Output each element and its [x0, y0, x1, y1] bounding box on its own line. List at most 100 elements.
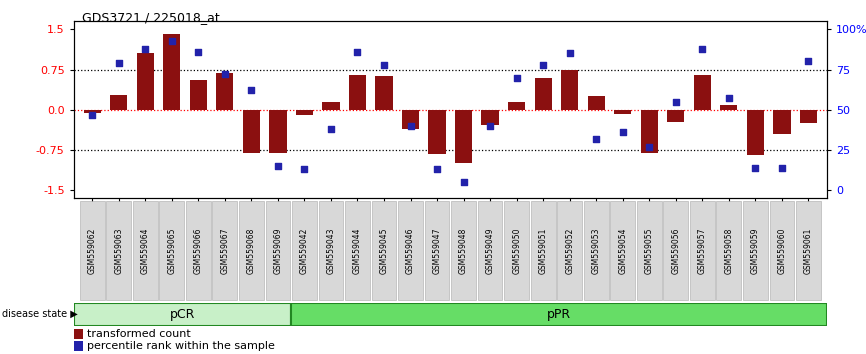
Text: GSM559069: GSM559069: [274, 227, 282, 274]
Bar: [349, 75, 366, 110]
Bar: [614, 110, 631, 114]
Text: GSM559068: GSM559068: [247, 227, 255, 274]
Text: GSM559048: GSM559048: [459, 227, 469, 274]
Text: GSM559065: GSM559065: [167, 227, 177, 274]
Bar: [429, 110, 446, 154]
FancyBboxPatch shape: [637, 201, 662, 299]
FancyBboxPatch shape: [663, 201, 688, 299]
Point: [85, 112, 99, 118]
Bar: [83, 110, 100, 114]
Text: GSM559057: GSM559057: [698, 227, 707, 274]
Point: [536, 62, 550, 68]
Point: [669, 99, 682, 104]
FancyBboxPatch shape: [319, 201, 343, 299]
Text: disease state ▶: disease state ▶: [2, 309, 77, 319]
FancyBboxPatch shape: [690, 201, 714, 299]
Bar: [800, 110, 818, 123]
Bar: [74, 341, 83, 351]
FancyBboxPatch shape: [716, 201, 741, 299]
FancyBboxPatch shape: [531, 201, 556, 299]
Point: [324, 126, 338, 132]
FancyBboxPatch shape: [558, 201, 582, 299]
Bar: [641, 110, 658, 153]
Point: [351, 49, 365, 55]
Point: [139, 46, 152, 51]
Point: [748, 165, 762, 171]
Point: [191, 49, 205, 55]
Point: [695, 46, 709, 51]
Bar: [588, 96, 604, 110]
FancyBboxPatch shape: [478, 201, 502, 299]
Text: GSM559047: GSM559047: [432, 227, 442, 274]
Bar: [74, 329, 83, 338]
FancyBboxPatch shape: [398, 201, 423, 299]
Point: [722, 96, 736, 101]
Point: [165, 38, 178, 44]
Text: GSM559042: GSM559042: [300, 227, 309, 274]
Point: [589, 136, 603, 142]
Text: GSM559060: GSM559060: [778, 227, 786, 274]
Bar: [296, 110, 313, 115]
Text: GSM559064: GSM559064: [141, 227, 150, 274]
FancyBboxPatch shape: [107, 201, 131, 299]
Point: [112, 60, 126, 66]
Bar: [269, 110, 287, 153]
FancyBboxPatch shape: [266, 201, 290, 299]
FancyBboxPatch shape: [372, 201, 397, 299]
Point: [775, 165, 789, 171]
FancyBboxPatch shape: [292, 201, 317, 299]
Bar: [694, 75, 711, 110]
Text: pPR: pPR: [547, 308, 572, 321]
Text: GSM559059: GSM559059: [751, 227, 759, 274]
Bar: [74, 303, 291, 326]
FancyBboxPatch shape: [239, 201, 264, 299]
Text: GSM559050: GSM559050: [512, 227, 521, 274]
FancyBboxPatch shape: [451, 201, 476, 299]
FancyBboxPatch shape: [80, 201, 105, 299]
Bar: [110, 95, 127, 110]
Text: GDS3721 / 225018_at: GDS3721 / 225018_at: [82, 11, 220, 24]
Text: GSM559051: GSM559051: [539, 227, 547, 274]
FancyBboxPatch shape: [424, 201, 449, 299]
Point: [510, 75, 524, 80]
Point: [298, 166, 312, 172]
Point: [456, 179, 470, 185]
Bar: [561, 69, 578, 110]
FancyBboxPatch shape: [186, 201, 210, 299]
Text: GSM559058: GSM559058: [724, 227, 734, 274]
Text: GSM559043: GSM559043: [326, 227, 335, 274]
Text: GSM559066: GSM559066: [194, 227, 203, 274]
Text: GSM559056: GSM559056: [671, 227, 681, 274]
Bar: [291, 303, 827, 326]
FancyBboxPatch shape: [796, 201, 821, 299]
Text: GSM559053: GSM559053: [591, 227, 601, 274]
Point: [404, 123, 417, 129]
Point: [218, 72, 232, 77]
Bar: [322, 102, 339, 110]
Text: GSM559061: GSM559061: [804, 227, 813, 274]
Point: [483, 123, 497, 129]
Text: GSM559054: GSM559054: [618, 227, 627, 274]
Bar: [163, 34, 180, 110]
Text: GSM559055: GSM559055: [645, 227, 654, 274]
Point: [244, 87, 258, 93]
Bar: [667, 110, 684, 121]
Bar: [534, 78, 552, 110]
Bar: [721, 105, 738, 110]
Bar: [773, 110, 791, 134]
Bar: [402, 110, 419, 129]
FancyBboxPatch shape: [611, 201, 635, 299]
Text: GSM559062: GSM559062: [87, 227, 97, 274]
Bar: [242, 110, 260, 153]
Point: [643, 144, 656, 150]
Point: [616, 130, 630, 135]
Text: GSM559045: GSM559045: [379, 227, 389, 274]
Point: [802, 59, 816, 64]
Point: [271, 163, 285, 169]
Bar: [137, 53, 154, 110]
Text: percentile rank within the sample: percentile rank within the sample: [87, 341, 275, 351]
Bar: [481, 110, 499, 125]
FancyBboxPatch shape: [584, 201, 609, 299]
Point: [377, 62, 391, 68]
FancyBboxPatch shape: [132, 201, 158, 299]
